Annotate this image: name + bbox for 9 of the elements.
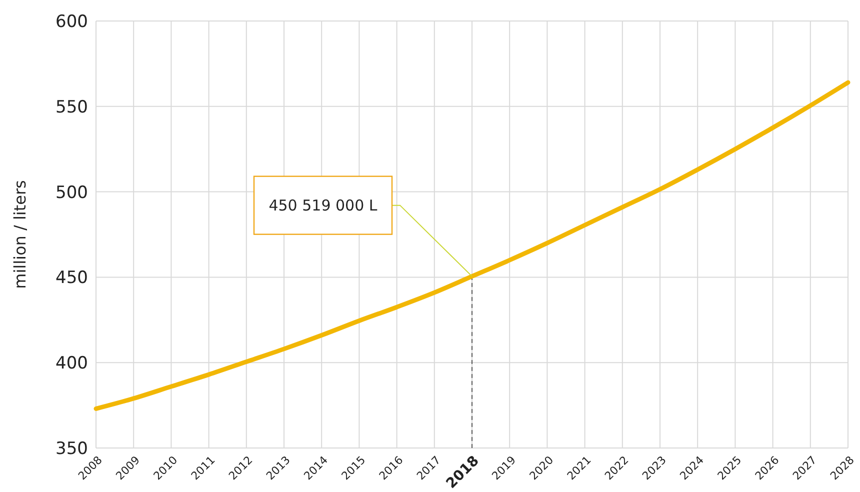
y-tick-label: 600 — [56, 12, 88, 32]
y-axis-title: million / liters — [10, 180, 30, 289]
y-tick-label: 350 — [56, 438, 88, 459]
y-tick-label: 550 — [56, 97, 88, 118]
y-tick-label: 450 — [56, 268, 88, 288]
y-tick-label: 400 — [56, 354, 88, 374]
line-series — [94, 80, 850, 411]
annotation: 450 519 000 L — [268, 196, 378, 215]
y-tick-label: 500 — [56, 182, 88, 203]
